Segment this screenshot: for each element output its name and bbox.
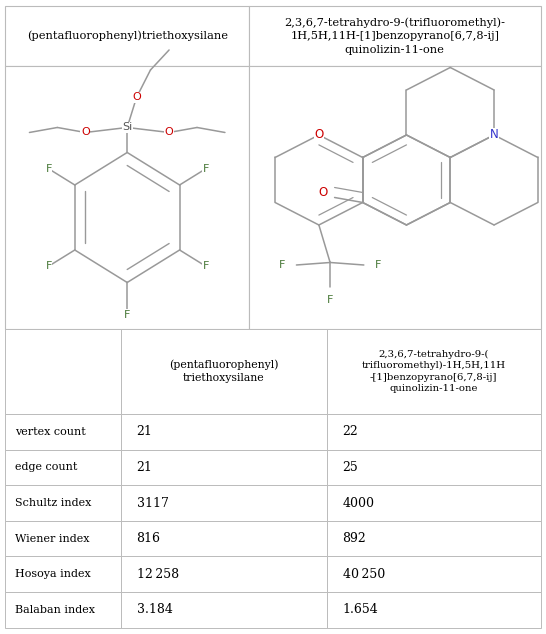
Bar <box>327 592 541 628</box>
Bar <box>5 592 121 628</box>
Text: 1.654: 1.654 <box>342 604 378 616</box>
Bar <box>121 557 327 592</box>
Text: 22: 22 <box>342 425 358 438</box>
Bar <box>5 414 121 450</box>
Text: edge count: edge count <box>15 462 78 472</box>
Bar <box>327 450 541 485</box>
Bar <box>327 485 541 521</box>
Bar <box>121 450 327 485</box>
Text: (pentafluorophenyl)
triethoxysilane: (pentafluorophenyl) triethoxysilane <box>169 360 278 383</box>
Bar <box>5 66 249 329</box>
Text: F: F <box>203 261 209 271</box>
Text: 2,3,6,7-tetrahydro-9-(
trifluoromethyl)-1H,5H,11H
-[1]benzopyrano[6,7,8-ij]
quin: 2,3,6,7-tetrahydro-9-( trifluoromethyl)-… <box>361 350 506 393</box>
Text: O: O <box>132 93 141 103</box>
Text: 3.184: 3.184 <box>136 604 173 616</box>
Bar <box>249 66 541 329</box>
Text: 3117: 3117 <box>136 496 168 510</box>
Text: N: N <box>490 129 498 141</box>
Text: F: F <box>279 260 286 270</box>
Bar <box>249 6 541 66</box>
Bar <box>5 450 121 485</box>
Bar <box>121 329 327 414</box>
Text: F: F <box>124 310 130 320</box>
Bar <box>327 329 541 414</box>
Text: 816: 816 <box>136 532 161 545</box>
Text: F: F <box>203 164 209 174</box>
Text: 25: 25 <box>342 461 358 474</box>
Bar <box>121 414 327 450</box>
Text: 40 250: 40 250 <box>342 568 385 581</box>
Bar <box>327 521 541 557</box>
Bar <box>121 521 327 557</box>
Text: F: F <box>327 295 333 305</box>
Text: 892: 892 <box>342 532 366 545</box>
Text: F: F <box>375 260 381 270</box>
Bar <box>5 485 121 521</box>
Text: Si: Si <box>122 122 132 133</box>
Bar <box>327 414 541 450</box>
Bar <box>327 557 541 592</box>
Text: F: F <box>45 261 52 271</box>
Text: vertex count: vertex count <box>15 427 86 437</box>
Text: Hosoya index: Hosoya index <box>15 569 91 579</box>
Text: Schultz index: Schultz index <box>15 498 92 508</box>
Text: O: O <box>81 127 90 138</box>
Text: Balaban index: Balaban index <box>15 605 95 615</box>
Text: 12 258: 12 258 <box>136 568 179 581</box>
Text: 21: 21 <box>136 461 152 474</box>
Text: 4000: 4000 <box>342 496 375 510</box>
Bar <box>5 521 121 557</box>
Text: O: O <box>314 129 324 141</box>
Bar <box>5 557 121 592</box>
Bar <box>121 592 327 628</box>
Text: O: O <box>319 186 328 199</box>
Bar <box>121 485 327 521</box>
Text: 21: 21 <box>136 425 152 438</box>
Text: O: O <box>165 127 174 138</box>
Text: F: F <box>45 164 52 174</box>
Text: Wiener index: Wiener index <box>15 534 90 544</box>
Bar <box>5 6 249 66</box>
Bar <box>5 329 121 414</box>
Text: (pentafluorophenyl)triethoxysilane: (pentafluorophenyl)triethoxysilane <box>27 31 228 41</box>
Text: 2,3,6,7-tetrahydro-9-(trifluoromethyl)-
1H,5H,11H-[1]benzopyrano[6,7,8-ij]
quino: 2,3,6,7-tetrahydro-9-(trifluoromethyl)- … <box>284 18 505 55</box>
